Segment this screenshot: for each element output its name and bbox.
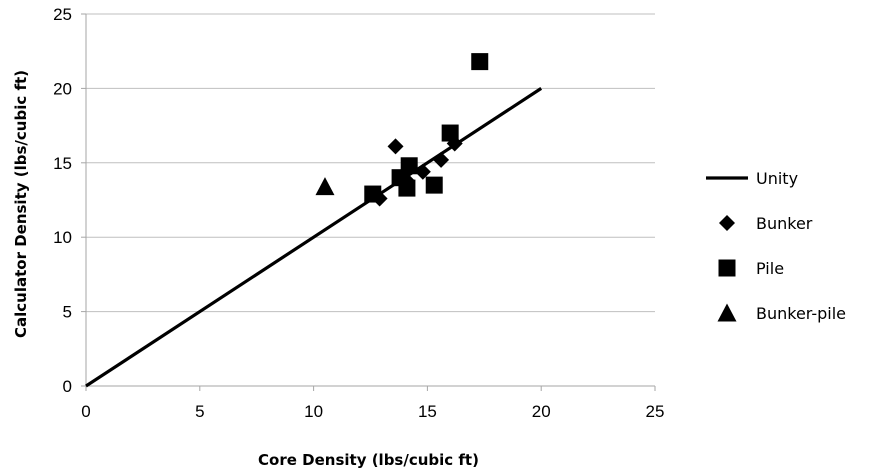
legend-label: Unity	[756, 169, 798, 188]
axes	[81, 13, 656, 391]
legend: Unity Bunker Pile Bunker-pile	[706, 169, 846, 323]
unity-line	[85, 87, 543, 388]
y-tick-labels: 0 5 10 15 20 25	[53, 5, 72, 396]
x-tick-label: 5	[195, 402, 204, 421]
y-tick-label: 10	[53, 228, 72, 247]
bunker-point	[414, 163, 431, 180]
gridlines	[86, 13, 655, 313]
series-pile	[364, 53, 489, 203]
x-tick-label: 0	[81, 402, 90, 421]
series-unity	[85, 87, 543, 388]
y-tick-label: 20	[53, 79, 72, 98]
legend-triangle-swatch	[717, 303, 737, 322]
x-tick-label: 25	[646, 402, 665, 421]
pile-point	[425, 176, 443, 194]
legend-item-pile: Pile	[718, 259, 784, 278]
pile-point	[398, 179, 416, 197]
pile-point	[400, 157, 418, 175]
legend-item-unity: Unity	[706, 169, 798, 188]
y-axis-title: Calculator Density (lbs/cubic ft)	[12, 70, 30, 338]
bunker-pile-point	[315, 177, 335, 196]
x-tick-label: 20	[532, 402, 551, 421]
legend-label: Pile	[756, 259, 784, 278]
x-tick-labels: 0 5 10 15 20 25	[81, 402, 664, 421]
bunker-point	[387, 138, 404, 155]
series	[85, 53, 543, 388]
series-bunker-pile	[315, 177, 335, 196]
x-tick-label: 15	[418, 402, 437, 421]
legend-item-bunker-pile: Bunker-pile	[717, 303, 846, 323]
y-tick-label: 5	[63, 303, 72, 322]
y-tick-label: 15	[53, 154, 72, 173]
x-tick-label: 10	[304, 402, 323, 421]
legend-diamond-swatch	[719, 215, 735, 231]
legend-label: Bunker	[756, 214, 813, 233]
bunker-point	[433, 151, 450, 168]
y-tick-label: 0	[63, 377, 72, 396]
pile-point	[471, 53, 489, 71]
y-tick-label: 25	[53, 5, 72, 24]
legend-square-swatch	[718, 259, 736, 277]
x-axis-title: Core Density (lbs/cubic ft)	[258, 451, 479, 469]
legend-label: Bunker-pile	[756, 304, 846, 323]
pile-point	[364, 185, 382, 203]
pile-point	[441, 124, 459, 142]
legend-item-bunker: Bunker	[719, 214, 813, 233]
